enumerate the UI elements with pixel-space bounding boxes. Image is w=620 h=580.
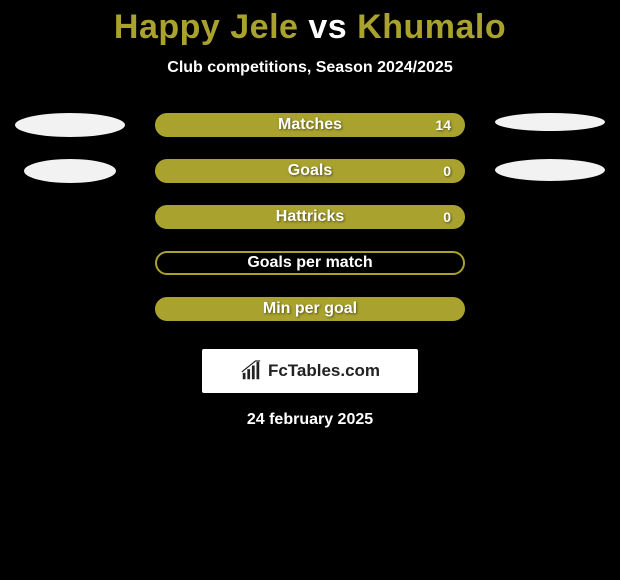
page-title: Happy Jele vs Khumalo xyxy=(0,8,620,47)
stat-bar: Goals per match xyxy=(155,251,465,275)
stat-row: Hattricks 0 xyxy=(0,205,620,229)
right-ellipse xyxy=(495,113,605,131)
stat-label: Goals xyxy=(288,162,332,180)
stat-bar: Min per goal xyxy=(155,297,465,321)
stat-label: Matches xyxy=(278,116,342,134)
right-ellipse xyxy=(495,159,605,181)
logo-box: FcTables.com xyxy=(202,349,418,393)
stat-value: 0 xyxy=(443,209,451,225)
subtitle: Club competitions, Season 2024/2025 xyxy=(0,59,620,77)
stat-value: 14 xyxy=(435,117,451,133)
stat-bar: Matches 14 xyxy=(155,113,465,137)
stat-label: Min per goal xyxy=(263,300,357,318)
left-ellipse xyxy=(24,159,116,183)
title-player1: Happy Jele xyxy=(114,8,299,46)
stat-label: Goals per match xyxy=(247,254,372,272)
stat-row: Min per goal xyxy=(0,297,620,321)
stat-row: Matches 14 xyxy=(0,113,620,137)
stat-bar: Hattricks 0 xyxy=(155,205,465,229)
stat-row: Goals per match xyxy=(0,251,620,275)
stat-label: Hattricks xyxy=(276,208,344,226)
title-vs: vs xyxy=(308,8,347,46)
comparison-card: Happy Jele vs Khumalo Club competitions,… xyxy=(0,0,620,429)
bar-chart-icon xyxy=(240,360,262,382)
stat-row: Goals 0 xyxy=(0,159,620,183)
stat-value: 0 xyxy=(443,163,451,179)
left-ellipse xyxy=(15,113,125,137)
title-player2: Khumalo xyxy=(357,8,506,46)
stat-rows: Matches 14 Goals 0 Hattricks 0 Goals per match… xyxy=(0,113,620,321)
logo-text: FcTables.com xyxy=(268,361,380,381)
stat-bar: Goals 0 xyxy=(155,159,465,183)
date-text: 24 february 2025 xyxy=(0,411,620,429)
